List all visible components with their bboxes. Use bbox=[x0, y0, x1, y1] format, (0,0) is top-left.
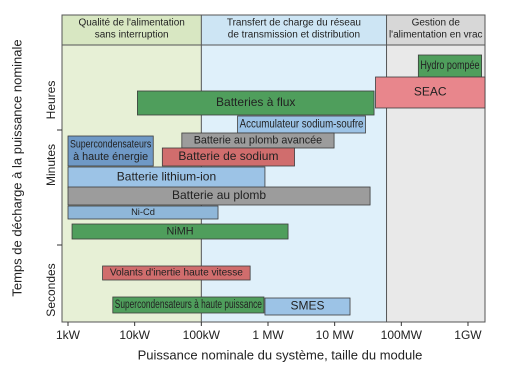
zone-header bbox=[201, 15, 387, 45]
zone-label: Gestion de bbox=[412, 18, 461, 29]
range-bar bbox=[112, 296, 265, 314]
x-tick-label: 100kW bbox=[183, 328, 221, 342]
zone-header bbox=[62, 15, 202, 45]
bar-label: à haute énergie bbox=[73, 151, 148, 163]
range-bar bbox=[67, 186, 371, 206]
x-tick-label: 10kW bbox=[119, 328, 150, 342]
zone-label: Transfert de charge du réseau bbox=[227, 18, 361, 29]
bar-label: Volants d'inertie haute vitesse bbox=[110, 268, 243, 279]
plot-frame bbox=[61, 14, 486, 323]
zone-label: de transmission et distribution bbox=[228, 30, 360, 41]
range-bar bbox=[264, 297, 351, 316]
bar-label: Accumulateur sodium-soufre bbox=[240, 117, 364, 131]
range-bar bbox=[137, 90, 375, 116]
range-bar bbox=[375, 76, 486, 109]
bar-label: Batterie de sodium bbox=[178, 149, 278, 163]
x-tick-label: 10 MW bbox=[316, 328, 355, 342]
range-bar bbox=[102, 265, 251, 281]
range-bar bbox=[161, 147, 295, 167]
x-axis-title: Puissance nominale du système, taille du… bbox=[138, 347, 423, 362]
y-category-label: Minutes bbox=[44, 144, 58, 186]
y-axis-title: Temps de décharge à la puissance nominal… bbox=[9, 39, 24, 296]
bar-label: SMES bbox=[290, 299, 324, 313]
bar-label: Supercondensateurs à haute puissance bbox=[115, 299, 262, 311]
bar-label: Batterie au plomb avancée bbox=[194, 134, 322, 146]
bar-label: Supercondensateurs bbox=[70, 139, 152, 151]
range-bar bbox=[67, 205, 219, 220]
y-category-label: Heures bbox=[44, 81, 58, 120]
bar-label: Batterie lithium-ion bbox=[117, 170, 216, 184]
bar-label: NiMH bbox=[167, 225, 194, 237]
y-category-label: Secondes bbox=[44, 263, 58, 316]
bar-label: Batterie au plomb bbox=[172, 188, 266, 202]
bar-label: Hydro pompée bbox=[420, 58, 479, 72]
bar-label: SEAC bbox=[414, 85, 447, 99]
range-bar bbox=[67, 135, 154, 167]
x-tick-label: 100MW bbox=[381, 328, 423, 342]
zone-header bbox=[386, 15, 485, 45]
x-tick-label: 1GW bbox=[454, 328, 482, 342]
zone-label: l'alimentation en vrac bbox=[389, 30, 483, 41]
bar-label: Ni-Cd bbox=[131, 207, 155, 217]
zone-label: Qualité de l'alimentation bbox=[78, 18, 184, 29]
range-bar bbox=[71, 223, 289, 240]
x-tick-label: 1 MW bbox=[252, 328, 284, 342]
bar-label: Batteries à flux bbox=[216, 95, 295, 109]
zone-label: sans interruption bbox=[95, 30, 169, 41]
x-tick-label: 1kW bbox=[56, 328, 81, 342]
